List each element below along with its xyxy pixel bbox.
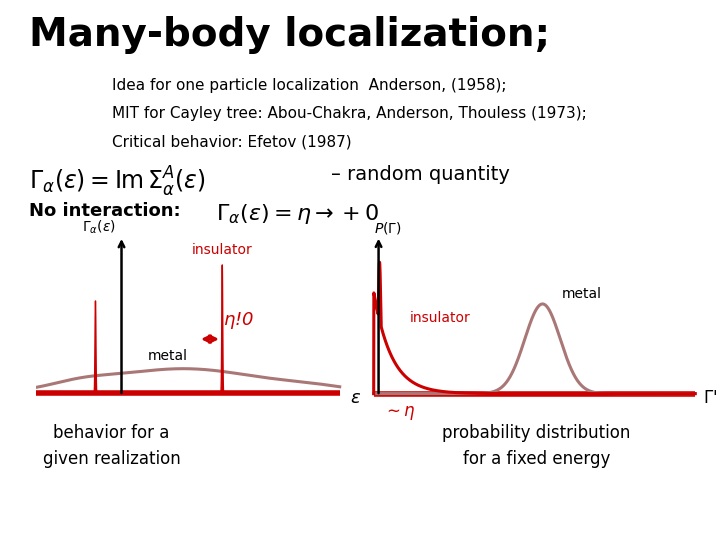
Text: insulator: insulator (192, 242, 252, 256)
Text: Many-body localization;: Many-body localization; (29, 16, 550, 54)
Text: $\epsilon$: $\epsilon$ (350, 389, 361, 407)
Text: – random quantity: – random quantity (331, 165, 510, 184)
Text: metal: metal (562, 287, 602, 301)
Text: probability distribution
for a fixed energy: probability distribution for a fixed ene… (442, 424, 631, 468)
Text: MIT for Cayley tree: Abou-Chakra, Anderson, Thouless (1973);: MIT for Cayley tree: Abou-Chakra, Anders… (112, 106, 586, 122)
Text: $\Gamma_\alpha(\epsilon)$: $\Gamma_\alpha(\epsilon)$ (82, 219, 116, 236)
Text: Idea for one particle localization  Anderson, (1958);: Idea for one particle localization Ander… (112, 78, 506, 93)
Text: $\Gamma_\alpha(\epsilon) = \mathrm{Im}\,\Sigma^A_\alpha(\epsilon)$: $\Gamma_\alpha(\epsilon) = \mathrm{Im}\,… (29, 165, 205, 199)
Text: behavior for a
given realization: behavior for a given realization (42, 424, 181, 468)
Text: Critical behavior: Efetov (1987): Critical behavior: Efetov (1987) (112, 134, 351, 150)
Text: $\Gamma$': $\Gamma$' (703, 389, 718, 407)
Text: $P(\Gamma)$: $P(\Gamma)$ (374, 220, 401, 236)
Text: $\Gamma_\alpha(\epsilon) = \eta \rightarrow +0$: $\Gamma_\alpha(\epsilon) = \eta \rightar… (216, 202, 379, 226)
Text: $\eta$!0: $\eta$!0 (223, 310, 254, 332)
Text: $\sim \eta$: $\sim \eta$ (384, 404, 416, 422)
Text: metal: metal (148, 349, 188, 363)
Text: No interaction:: No interaction: (29, 202, 181, 220)
Text: insulator: insulator (410, 311, 470, 325)
